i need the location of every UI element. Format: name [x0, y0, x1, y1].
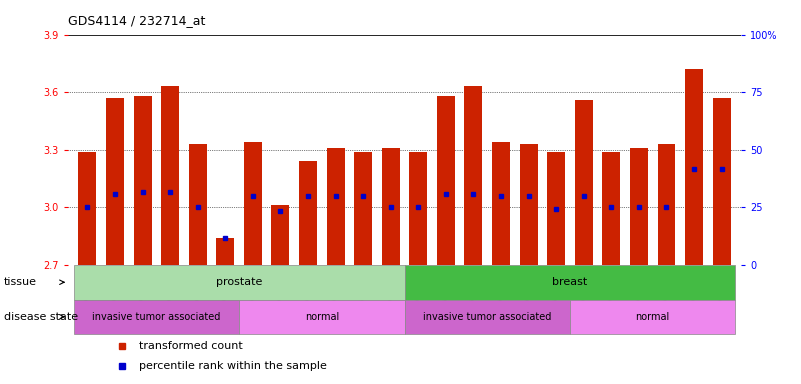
- Bar: [189, 144, 207, 265]
- Bar: [409, 152, 427, 265]
- Text: tissue: tissue: [4, 277, 37, 287]
- Text: prostate: prostate: [215, 277, 262, 287]
- Bar: [492, 142, 510, 265]
- Text: percentile rank within the sample: percentile rank within the sample: [139, 361, 327, 371]
- Bar: [713, 98, 731, 265]
- Bar: [405, 300, 570, 334]
- Bar: [658, 144, 675, 265]
- Bar: [216, 238, 234, 265]
- Bar: [244, 142, 262, 265]
- Text: GDS4114 / 232714_at: GDS4114 / 232714_at: [68, 14, 206, 27]
- Bar: [106, 98, 124, 265]
- Text: normal: normal: [635, 312, 670, 322]
- Text: disease state: disease state: [4, 312, 78, 322]
- Text: invasive tumor associated: invasive tumor associated: [92, 312, 220, 322]
- Bar: [272, 205, 289, 265]
- Bar: [74, 300, 239, 334]
- Bar: [602, 152, 620, 265]
- Text: normal: normal: [304, 312, 339, 322]
- Text: breast: breast: [553, 277, 588, 287]
- Bar: [630, 148, 648, 265]
- Bar: [520, 144, 537, 265]
- Bar: [382, 148, 400, 265]
- Bar: [134, 96, 151, 265]
- Bar: [327, 148, 344, 265]
- Bar: [575, 100, 593, 265]
- Bar: [74, 265, 405, 300]
- Text: invasive tumor associated: invasive tumor associated: [423, 312, 551, 322]
- Bar: [685, 69, 703, 265]
- Bar: [405, 265, 735, 300]
- Bar: [78, 152, 96, 265]
- Bar: [570, 300, 735, 334]
- Bar: [161, 86, 179, 265]
- Bar: [239, 300, 405, 334]
- Bar: [465, 86, 482, 265]
- Text: transformed count: transformed count: [139, 341, 243, 351]
- Bar: [354, 152, 372, 265]
- Bar: [299, 161, 317, 265]
- Bar: [437, 96, 455, 265]
- Bar: [547, 152, 566, 265]
